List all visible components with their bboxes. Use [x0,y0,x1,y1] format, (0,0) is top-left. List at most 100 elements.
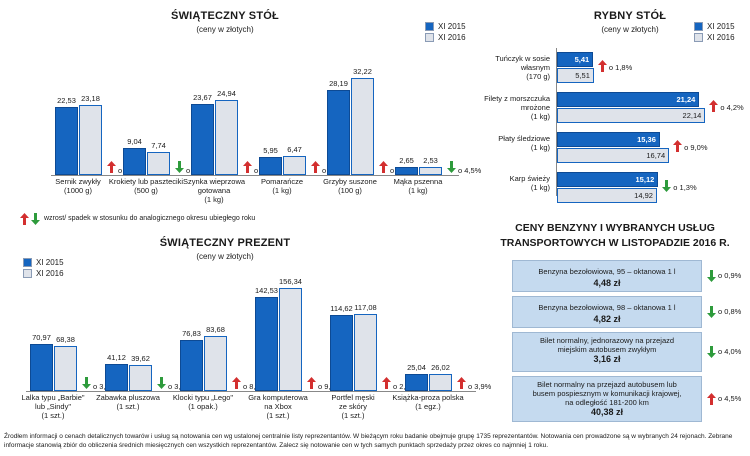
legend-item: XI 2016 [694,32,735,43]
bar: 14,92 [557,188,657,203]
data-label: 6,47 [287,144,302,154]
bar [180,340,203,391]
fuel-title: CENY BENZYNY I WYBRANYCH USŁUG TRANSPORT… [500,222,730,249]
change-label: o 1,3% [673,183,697,192]
change-label: o 3,6% [168,382,191,391]
data-label: 24,94 [217,89,236,99]
data-label: 114,62 [330,304,353,314]
bar: 15,36 [557,132,660,147]
chart-subtitle: (ceny w złotych) [196,25,254,34]
bar [55,107,78,175]
bar [147,151,170,175]
data-label: 5,95 [263,146,278,156]
bar [255,296,278,391]
data-label: 83,68 [206,324,225,334]
arrow-down-icon [447,161,456,173]
legend-swatch [23,258,32,267]
fuel-item: Benzyna bezołowiowa, 95 – oktanowa 1 l 4,… [512,260,702,292]
data-label: 156,34 [279,276,302,286]
legend-item: XI 2015 [694,21,735,32]
change-label: o 1,8% [608,63,633,72]
data-label: 25,04 [407,363,426,373]
arrow-down-icon [82,377,91,389]
data-label: 32,22 [353,67,372,77]
arrow-up-icon [382,377,391,389]
arrow-down-icon [707,270,716,282]
fuel-item-name: Bilet normalny, jednorazowy na przejazd … [539,336,675,354]
category-label: Filety z morszczuka mrożone (1 kg) [484,94,550,121]
legend-note: wzrost/ spadek w stosunku do analogiczne… [44,215,256,222]
data-label: 41,12 [107,352,126,362]
bar [327,90,350,175]
legend-item: XI 2015 [425,21,466,32]
category-label: Grzyby suszone (100 g) [323,177,377,195]
category-label: Portfel męski ze skóry (1 szt.) [331,393,375,420]
fuel-item: Bilet normalny, jednorazowy na przejazd … [512,332,702,372]
legend-label: XI 2016 [707,33,735,42]
category-label: Książka-proza polska (1 egz.) [392,393,464,411]
bar: 22,14 [557,108,706,123]
bar [54,345,77,391]
baseline [26,391,476,392]
chart-legend: XI 2015 XI 2016 [694,21,735,43]
data-label: 26,02 [431,362,450,372]
arrow-down-icon [707,306,716,318]
legend-label: XI 2015 [707,22,735,31]
data-label: 2,65 [399,156,414,166]
baseline [51,175,459,176]
bar [123,147,146,175]
data-label: 28,19 [329,79,348,89]
category-label: Sernik zwykły (1000 g) [55,177,101,195]
legend-swatch [694,33,703,42]
chart-legend: XI 2015 XI 2016 [23,257,64,279]
bar [191,103,214,175]
data-label: 68,38 [56,334,75,344]
change-label: o 9,7% [318,382,341,391]
legend-swatch [425,33,434,42]
legend-label: XI 2016 [36,269,64,278]
arrow-up-icon [379,161,388,173]
arrow-down-icon [707,346,716,358]
change-label: o 3,6% [93,382,116,391]
change-label: o 2,1% [393,382,416,391]
bar [105,363,128,391]
bar [129,364,152,391]
bar [354,313,377,391]
chart-subtitle: (ceny w złotych) [601,25,659,34]
chart-legend: XI 2015 XI 2016 [425,21,466,43]
arrow-down-icon [662,180,672,192]
fuel-item-price: 4,82 zł [593,314,621,324]
category-label: Lalka typu „Barbie" lub „Sindy" (1 szt.) [21,393,85,420]
category-label: Mąka pszenna (1 kg) [393,177,443,195]
change-label: o 0,9% [718,271,742,280]
fuel-item-name: Benzyna bezołowiowa, 98 – oktanowa 1 l [538,303,676,312]
data-label: 9,04 [127,136,142,146]
bar [330,315,353,391]
bar [419,167,442,175]
data-label: 39,62 [131,353,150,363]
category-label: Płaty śledziowe (1 kg) [498,134,550,152]
change-label: o 3,9% [468,382,492,391]
legend-swatch [23,269,32,278]
bar [279,287,302,391]
data-label: 117,08 [354,302,377,312]
legend-label: XI 2016 [438,33,466,42]
bar [204,335,227,391]
chart-title: ŚWIĄTECZNY STÓŁ [171,10,279,22]
legend-item: XI 2015 [23,257,64,268]
arrow-up-icon [709,100,719,112]
change-label: o 4,5% [458,166,482,175]
arrow-up-icon [243,161,252,173]
arrow-up-icon [707,393,716,405]
chart-title: ŚWIĄTECZNY PREZENT [159,237,291,249]
change-label: o 4,0% [718,347,742,356]
arrow-down-icon [31,213,40,225]
change-label: o 4,2% [720,103,744,112]
change-label: o 9,0% [684,143,708,152]
arrow-down-icon [175,161,184,173]
chart-title: RYBNY STÓŁ [593,10,667,22]
change-label: o 4,5% [718,394,742,403]
bar: 21,24 [557,92,700,107]
data-label: 76,83 [182,329,201,339]
